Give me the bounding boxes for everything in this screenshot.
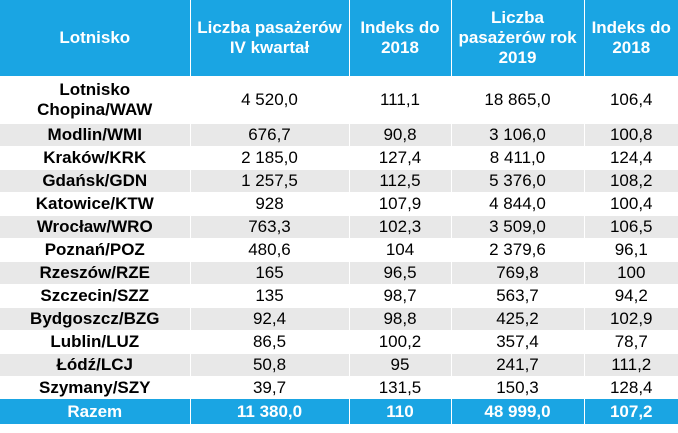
cell-passengers-q4: 676,7 xyxy=(190,122,350,146)
cell-index-q4: 95 xyxy=(349,352,452,376)
table-row: Szczecin/SZZ 135 98,7 563,7 94,2 xyxy=(0,283,678,307)
cell-passengers-q4: 92,4 xyxy=(190,306,350,330)
cell-index-year: 102,9 xyxy=(584,306,678,330)
cell-passengers-year: 4 844,0 xyxy=(451,191,585,215)
cell-index-year: 108,2 xyxy=(584,168,678,192)
table-row: Wrocław/WRO 763,3 102,3 3 509,0 106,5 xyxy=(0,214,678,238)
cell-passengers-q4: 480,6 xyxy=(190,237,350,261)
cell-index-year: 100 xyxy=(584,260,678,284)
total-passengers-year: 48 999,0 xyxy=(451,399,585,424)
cell-passengers-year: 357,4 xyxy=(451,329,585,353)
cell-passengers-year: 18 865,0 xyxy=(451,75,585,123)
cell-passengers-year: 8 411,0 xyxy=(451,145,585,169)
cell-index-year: 128,4 xyxy=(584,375,678,399)
cell-index-q4: 98,8 xyxy=(349,306,452,330)
cell-airport: Kraków/KRK xyxy=(0,145,191,169)
cell-passengers-q4: 165 xyxy=(190,260,350,284)
header-row: Lotnisko Liczba pasażerów IV kwartał Ind… xyxy=(0,0,678,76)
cell-airport: Lotnisko Chopina/WAW xyxy=(0,75,191,123)
cell-index-q4: 102,3 xyxy=(349,214,452,238)
table-row: Łódź/LCJ 50,8 95 241,7 111,2 xyxy=(0,352,678,376)
cell-airport: Szczecin/SZZ xyxy=(0,283,191,307)
cell-airport: Wrocław/WRO xyxy=(0,214,191,238)
cell-index-year: 106,5 xyxy=(584,214,678,238)
cell-passengers-year: 769,8 xyxy=(451,260,585,284)
cell-passengers-year: 2 379,6 xyxy=(451,237,585,261)
cell-index-year: 96,1 xyxy=(584,237,678,261)
cell-passengers-year: 425,2 xyxy=(451,306,585,330)
cell-passengers-year: 563,7 xyxy=(451,283,585,307)
cell-index-q4: 98,7 xyxy=(349,283,452,307)
cell-passengers-year: 241,7 xyxy=(451,352,585,376)
cell-airport: Poznań/POZ xyxy=(0,237,191,261)
cell-passengers-q4: 928 xyxy=(190,191,350,215)
cell-index-q4: 127,4 xyxy=(349,145,452,169)
header-passengers-year: Liczba pasażerów rok 2019 xyxy=(451,0,585,76)
cell-index-q4: 100,2 xyxy=(349,329,452,353)
cell-passengers-q4: 50,8 xyxy=(190,352,350,376)
cell-index-q4: 107,9 xyxy=(349,191,452,215)
total-row: Razem 11 380,0 110 48 999,0 107,2 xyxy=(0,399,678,424)
header-airport: Lotnisko xyxy=(0,0,191,76)
cell-passengers-q4: 135 xyxy=(190,283,350,307)
cell-index-year: 78,7 xyxy=(584,329,678,353)
cell-passengers-year: 150,3 xyxy=(451,375,585,399)
cell-index-year: 106,4 xyxy=(584,75,678,123)
table-row: Kraków/KRK 2 185,0 127,4 8 411,0 124,4 xyxy=(0,145,678,169)
cell-airport: Katowice/KTW xyxy=(0,191,191,215)
table-row: Szymany/SZY 39,7 131,5 150,3 128,4 xyxy=(0,375,678,399)
cell-passengers-q4: 2 185,0 xyxy=(190,145,350,169)
cell-index-q4: 112,5 xyxy=(349,168,452,192)
cell-index-year: 124,4 xyxy=(584,145,678,169)
cell-airport: Modlin/WMI xyxy=(0,122,191,146)
cell-passengers-q4: 763,3 xyxy=(190,214,350,238)
cell-index-year: 100,8 xyxy=(584,122,678,146)
table-row: Bydgoszcz/BZG 92,4 98,8 425,2 102,9 xyxy=(0,306,678,330)
table-row: Lotnisko Chopina/WAW 4 520,0 111,1 18 86… xyxy=(0,75,678,123)
cell-airport: Gdańsk/GDN xyxy=(0,168,191,192)
cell-index-year: 111,2 xyxy=(584,352,678,376)
cell-passengers-q4: 4 520,0 xyxy=(190,75,350,123)
total-label: Razem xyxy=(0,399,191,424)
airport-passenger-table: Lotnisko Liczba pasażerów IV kwartał Ind… xyxy=(0,0,678,424)
cell-airport: Lublin/LUZ xyxy=(0,329,191,353)
table-row: Lublin/LUZ 86,5 100,2 357,4 78,7 xyxy=(0,329,678,353)
cell-index-q4: 90,8 xyxy=(349,122,452,146)
header-index-year: Indeks do 2018 xyxy=(584,0,678,76)
cell-passengers-q4: 86,5 xyxy=(190,329,350,353)
cell-index-q4: 131,5 xyxy=(349,375,452,399)
table-row: Katowice/KTW 928 107,9 4 844,0 100,4 xyxy=(0,191,678,215)
cell-index-year: 94,2 xyxy=(584,283,678,307)
total-index-q4: 110 xyxy=(349,399,452,424)
cell-airport: Rzeszów/RZE xyxy=(0,260,191,284)
total-passengers-q4: 11 380,0 xyxy=(190,399,350,424)
cell-passengers-year: 5 376,0 xyxy=(451,168,585,192)
table-row: Rzeszów/RZE 165 96,5 769,8 100 xyxy=(0,260,678,284)
total-index-year: 107,2 xyxy=(584,399,678,424)
cell-airport: Szymany/SZY xyxy=(0,375,191,399)
table-row: Modlin/WMI 676,7 90,8 3 106,0 100,8 xyxy=(0,122,678,146)
cell-index-q4: 111,1 xyxy=(349,75,452,123)
table-row: Poznań/POZ 480,6 104 2 379,6 96,1 xyxy=(0,237,678,261)
cell-passengers-year: 3 509,0 xyxy=(451,214,585,238)
cell-index-q4: 96,5 xyxy=(349,260,452,284)
cell-passengers-q4: 39,7 xyxy=(190,375,350,399)
header-passengers-q4: Liczba pasażerów IV kwartał xyxy=(190,0,350,76)
table-row: Gdańsk/GDN 1 257,5 112,5 5 376,0 108,2 xyxy=(0,168,678,192)
cell-airport: Łódź/LCJ xyxy=(0,352,191,376)
cell-index-year: 100,4 xyxy=(584,191,678,215)
cell-airport: Bydgoszcz/BZG xyxy=(0,306,191,330)
header-index-q4: Indeks do 2018 xyxy=(349,0,452,76)
cell-passengers-q4: 1 257,5 xyxy=(190,168,350,192)
cell-index-q4: 104 xyxy=(349,237,452,261)
cell-passengers-year: 3 106,0 xyxy=(451,122,585,146)
